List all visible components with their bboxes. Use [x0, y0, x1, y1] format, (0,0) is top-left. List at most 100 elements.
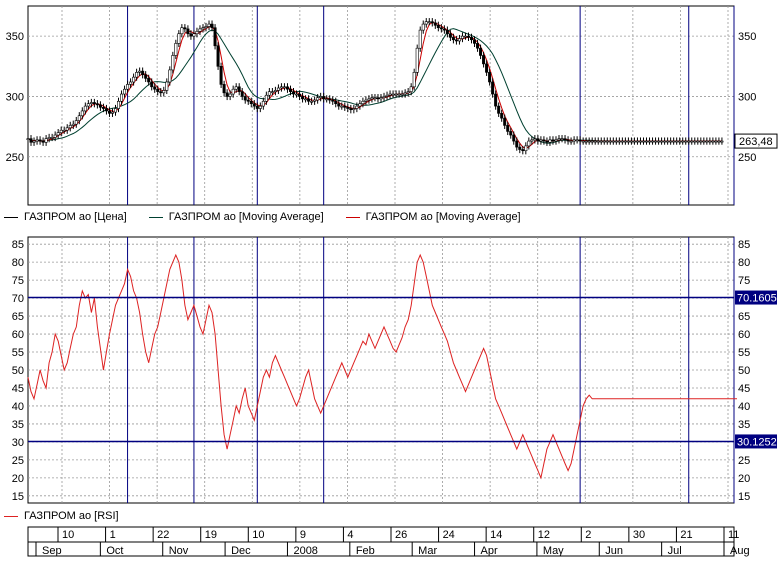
- month-tick-label: Oct: [106, 545, 123, 557]
- price-candle-body: [720, 140, 724, 143]
- price-candle-body: [132, 76, 136, 83]
- price-candle-body: [509, 131, 513, 136]
- day-tick-label: 22: [157, 529, 169, 541]
- price-candle-body: [379, 97, 383, 100]
- month-tick-label: Aug: [730, 545, 750, 557]
- price-candle-body: [219, 66, 223, 85]
- price-candle-body: [117, 100, 121, 109]
- price-candle-body: [491, 81, 495, 95]
- price-candle-body: [457, 38, 461, 42]
- price-candle-body: [542, 139, 546, 142]
- price-candle-body: [385, 94, 389, 97]
- price-candle-body: [288, 88, 292, 92]
- price-legend-item: ГАЗПРОМ ао [Moving Average]: [145, 211, 324, 223]
- price-candle-body: [648, 140, 652, 143]
- price-candle-body: [340, 105, 344, 108]
- price-candle-body: [95, 103, 99, 106]
- last-price-box: [734, 133, 778, 149]
- rsi-ytick-right: 25: [738, 455, 750, 467]
- price-candle-body: [418, 29, 422, 49]
- price-candle-body: [153, 86, 157, 90]
- day-tick-label: 4: [347, 529, 353, 541]
- price-candle-body: [714, 140, 718, 143]
- day-tick-label: 2: [585, 529, 591, 541]
- price-candle-body: [394, 93, 398, 96]
- price-candle-body: [328, 98, 332, 101]
- rsi-ytick-left: 45: [12, 383, 24, 395]
- price-candle-body: [442, 28, 446, 31]
- price-candle-body: [690, 140, 694, 143]
- price-candle-body: [572, 139, 576, 142]
- price-legend-item: ГАЗПРОМ ао [Цена]: [0, 211, 127, 223]
- price-candle-body: [367, 98, 371, 101]
- price-candle-body: [533, 138, 537, 141]
- price-candle-body: [319, 96, 323, 98]
- day-tick-label: 24: [443, 529, 455, 541]
- month-tick-label: Nov: [169, 545, 189, 557]
- price-candle-body: [249, 100, 253, 104]
- price-candle-body: [264, 94, 268, 102]
- price-candle-body: [298, 93, 302, 97]
- rsi-ytick-left: 75: [12, 275, 24, 287]
- price-candle-body: [678, 140, 682, 143]
- rsi-legend-item: ГАЗПРОМ ао [RSI]: [0, 510, 119, 522]
- price-candle-body: [593, 140, 597, 143]
- price-candle-body: [635, 140, 639, 143]
- price-candle-body: [521, 149, 525, 152]
- price-candle-body: [292, 91, 296, 95]
- price-candle-body: [705, 140, 709, 143]
- price-candle-body: [645, 140, 649, 143]
- price-candle-body: [270, 91, 274, 93]
- price-candle-body: [147, 78, 151, 83]
- price-candle-body: [693, 140, 697, 143]
- price-ytick-right: 300: [738, 91, 756, 103]
- price-candle-body: [171, 55, 175, 71]
- price-candle-body: [590, 140, 594, 143]
- price-candle-body: [113, 108, 117, 113]
- price-candle-body: [89, 102, 93, 104]
- price-candle-body: [53, 134, 57, 138]
- price-candle-body: [129, 81, 133, 85]
- price-candle-body: [711, 140, 715, 143]
- price-candle-body: [252, 103, 256, 107]
- price-panel-frame: [27, 5, 735, 206]
- price-candle-body: [246, 99, 250, 102]
- price-candle-body: [279, 86, 283, 89]
- rsi-ytick-left: 20: [12, 473, 24, 485]
- rsi-ytick-left: 70: [12, 293, 24, 305]
- price-ytick-right: 250: [738, 152, 756, 164]
- rsi-line: [27, 253, 737, 480]
- price-legend: ГАЗПРОМ ао [Цена] ГАЗПРОМ ао [Moving Aver…: [0, 209, 539, 225]
- price-candle-body: [448, 33, 452, 38]
- price-candle-body: [660, 140, 664, 143]
- rsi-ytick-right: 20: [738, 473, 750, 485]
- price-candle-body: [80, 110, 84, 117]
- price-legend-label: ГАЗПРОМ ао [Moving Average]: [365, 211, 521, 223]
- month-tick-label: Jul: [668, 545, 682, 557]
- price-candle-body: [334, 100, 338, 104]
- price-candle-body: [74, 120, 78, 125]
- price-candle-body: [717, 140, 721, 143]
- price-candle-body: [198, 28, 202, 32]
- price-candle-body: [331, 99, 335, 102]
- price-candle-body: [68, 125, 72, 129]
- rsi-ytick-left: 30: [12, 437, 24, 449]
- price-candle-body: [141, 70, 145, 76]
- price-candle-body: [41, 140, 45, 143]
- price-candle-body: [273, 90, 277, 92]
- price-candle-body: [282, 86, 286, 89]
- price-candle-body: [687, 140, 691, 143]
- rsi-ytick-left: 55: [12, 347, 24, 359]
- rsi-legend-label: ГАЗПРОМ ао [RSI]: [24, 510, 119, 522]
- price-candle-body: [213, 27, 217, 47]
- price-candle-body: [107, 110, 111, 114]
- rsi-ytick-left: 85: [12, 239, 24, 251]
- price-candle-body: [557, 138, 561, 141]
- rsi-legend: ГАЗПРОМ ао [RSI]: [0, 508, 137, 524]
- price-candle-body: [699, 140, 703, 143]
- price-candle-body: [454, 39, 458, 42]
- price-candle-body: [439, 27, 443, 30]
- price-candle-body: [304, 98, 308, 101]
- price-candle-body: [47, 137, 51, 139]
